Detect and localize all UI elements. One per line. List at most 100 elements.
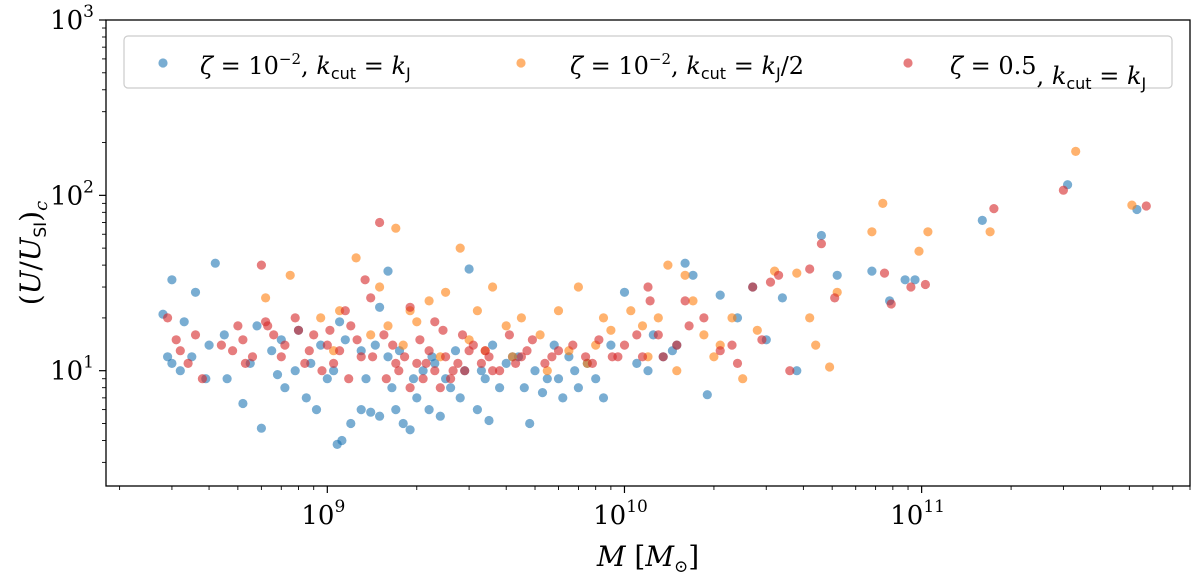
- point-series-3-25: [400, 352, 410, 362]
- point-series-1-41: [558, 393, 568, 403]
- point-series-3-49: [619, 340, 630, 350]
- point-series-3-63: [830, 293, 840, 303]
- legend-1-zeta-exp: −2: [279, 50, 301, 68]
- point-series-1-9: [222, 374, 232, 384]
- point-series-3-56: [715, 346, 725, 356]
- point-series-1-83: [370, 340, 380, 350]
- legend-1-kcut-sub: cut: [331, 64, 356, 83]
- point-series-3-8: [256, 260, 266, 270]
- point-series-3-85: [228, 346, 238, 356]
- point-series-1-25: [383, 266, 393, 276]
- point-series-3-62: [816, 239, 827, 249]
- legend-3-eq: =: [1092, 62, 1127, 90]
- point-series-1-92: [167, 358, 177, 368]
- point-series-3-93: [448, 366, 458, 376]
- point-series-2-15: [516, 313, 527, 323]
- point-series-3-19: [360, 275, 370, 285]
- point-series-1-78: [252, 321, 262, 331]
- point-series-1-34: [464, 264, 474, 274]
- point-series-2-18: [573, 282, 584, 292]
- point-series-1-23: [366, 407, 376, 417]
- x-axis-label-unit: M: [644, 540, 675, 573]
- y-axis-label-u: U: [14, 269, 47, 294]
- y-axis-label-usi: U: [14, 236, 47, 261]
- point-series-1-53: [715, 290, 725, 300]
- x-tick-label-1: 109: [301, 497, 345, 531]
- point-series-1-32: [446, 383, 456, 393]
- point-series-1-81: [316, 340, 326, 350]
- point-series-1-87: [488, 340, 498, 350]
- point-series-3-2: [171, 335, 181, 345]
- point-series-3-100: [405, 302, 415, 312]
- point-series-3-30: [430, 366, 440, 376]
- point-series-3-103: [430, 317, 440, 327]
- point-series-3-12: [300, 358, 310, 368]
- legend-box: [123, 35, 1173, 89]
- point-series-1-10: [238, 398, 248, 409]
- x-axis-label-unit-open: [: [625, 540, 645, 573]
- point-series-3-29: [424, 346, 434, 356]
- y-axis-label-slash: /: [14, 261, 47, 271]
- point-series-3-40: [504, 330, 514, 340]
- point-series-1-99: [387, 383, 397, 393]
- x-tick-label-2: 1010: [593, 497, 648, 531]
- point-series-1-77: [219, 330, 229, 340]
- point-series-3-28: [418, 374, 428, 384]
- point-series-1-98: [361, 374, 371, 384]
- point-series-1-3: [179, 317, 189, 327]
- point-series-2-34: [878, 198, 888, 208]
- point-series-3-91: [391, 358, 401, 368]
- point-series-2-14: [501, 321, 511, 331]
- point-series-2-28: [752, 325, 762, 335]
- point-series-1-72: [476, 366, 486, 376]
- point-series-2-38: [1071, 146, 1081, 156]
- point-series-3-110: [774, 270, 784, 280]
- point-series-2-16: [535, 330, 545, 340]
- point-series-2-31: [825, 362, 835, 372]
- point-series-2-21: [626, 306, 636, 316]
- point-series-3-89: [329, 358, 339, 368]
- legend-1-ksub: J: [405, 64, 411, 83]
- y-tick-exp: 1: [83, 353, 94, 373]
- point-series-3-83: [175, 346, 185, 356]
- point-series-3-11: [290, 313, 300, 323]
- point-series-3-16: [335, 346, 345, 356]
- point-series-3-26: [405, 383, 415, 393]
- point-series-2-37: [985, 227, 995, 237]
- point-series-3-99: [757, 335, 767, 345]
- y-tick-base: 10: [50, 6, 83, 36]
- legend-2-zeta-symbol: ζ =: [570, 52, 618, 80]
- x-tick-exp: 10: [626, 497, 648, 517]
- point-series-3-32: [441, 352, 451, 362]
- legend-3-k: k: [1052, 62, 1067, 90]
- point-series-3-73: [346, 321, 356, 331]
- point-series-3-54: [684, 321, 694, 331]
- point-series-1-64: [910, 275, 920, 285]
- point-series-3-79: [510, 358, 521, 368]
- point-series-1-35: [472, 405, 482, 415]
- point-series-2-27: [738, 374, 748, 384]
- point-series-2-10: [441, 287, 451, 297]
- point-series-1-97: [329, 366, 339, 376]
- point-series-3-76: [438, 325, 448, 335]
- point-series-1-18: [322, 374, 332, 384]
- point-series-1-74: [530, 366, 540, 376]
- y-tick-label-2: 102: [50, 177, 94, 211]
- y-tick-base: 10: [50, 181, 83, 211]
- point-series-1-43: [591, 374, 601, 384]
- point-series-3-97: [653, 330, 663, 340]
- legend-1-sep: ,: [301, 52, 316, 80]
- x-axis-label-unit-sub: ⊙: [674, 557, 688, 577]
- point-series-3-35: [460, 366, 470, 376]
- point-series-1-52: [702, 390, 712, 400]
- x-tick-base: 10: [890, 501, 923, 531]
- point-series-3-61: [805, 264, 815, 274]
- point-series-1-22: [356, 405, 366, 415]
- point-series-3-82: [613, 352, 623, 362]
- point-series-2-35: [914, 246, 924, 256]
- x-tick-label-3: 1011: [890, 497, 945, 531]
- point-series-3-27: [412, 358, 422, 368]
- point-series-3-70: [1141, 201, 1151, 211]
- point-series-1-57: [777, 293, 788, 303]
- point-series-2-30: [792, 268, 802, 278]
